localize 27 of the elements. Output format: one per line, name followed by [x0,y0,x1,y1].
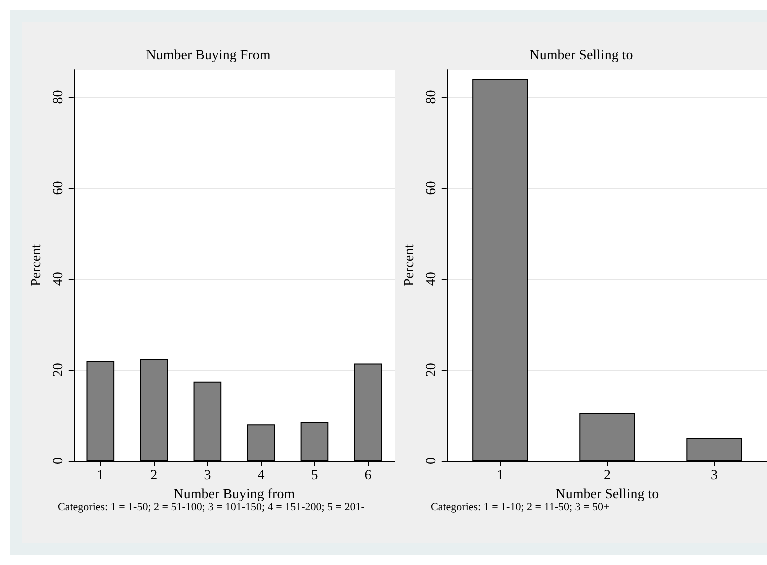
text: Categories: 1 = 1-50; 2 = 51-100; 3 = 101-150; 4 = 151-200; 5 = 201- [58,502,366,514]
x-tick-label: 1 [496,468,504,484]
x-tick-label: 3 [710,468,718,484]
x-tick-label: 1 [97,468,104,484]
y-tick-label: 40 [51,272,66,286]
y-tick-label: 60 [51,181,66,196]
x-tick-label: 2 [603,468,610,484]
x-tick-label: 5 [311,468,318,484]
y-tick-label: 20 [51,363,66,378]
chart-title: Number Buying From [146,48,271,64]
chart-title: Number Selling to [529,48,633,64]
x-tick-label: 6 [364,468,372,484]
y-tick-label: 80 [424,90,439,104]
y-tick-label: 0 [424,458,439,464]
x-axis-title: Number Selling to [555,487,659,502]
x-tick-label: 3 [204,468,212,484]
y-tick-label: 60 [424,181,439,196]
x-tick-label: 2 [150,468,158,484]
text: Categories: 1 = 1-10; 2 = 11-50; 3 = 50+ [430,502,610,514]
y-tick-label: 40 [424,272,439,286]
y-tick-label: 0 [51,458,66,464]
y-axis-title: Percent [402,244,417,286]
y-tick-label: 80 [51,90,66,104]
y-tick-label: 20 [424,363,439,378]
y-axis-title: Percent [30,244,44,286]
x-axis-title: Number Buying from [174,487,296,502]
x-tick-label: 4 [258,468,265,484]
